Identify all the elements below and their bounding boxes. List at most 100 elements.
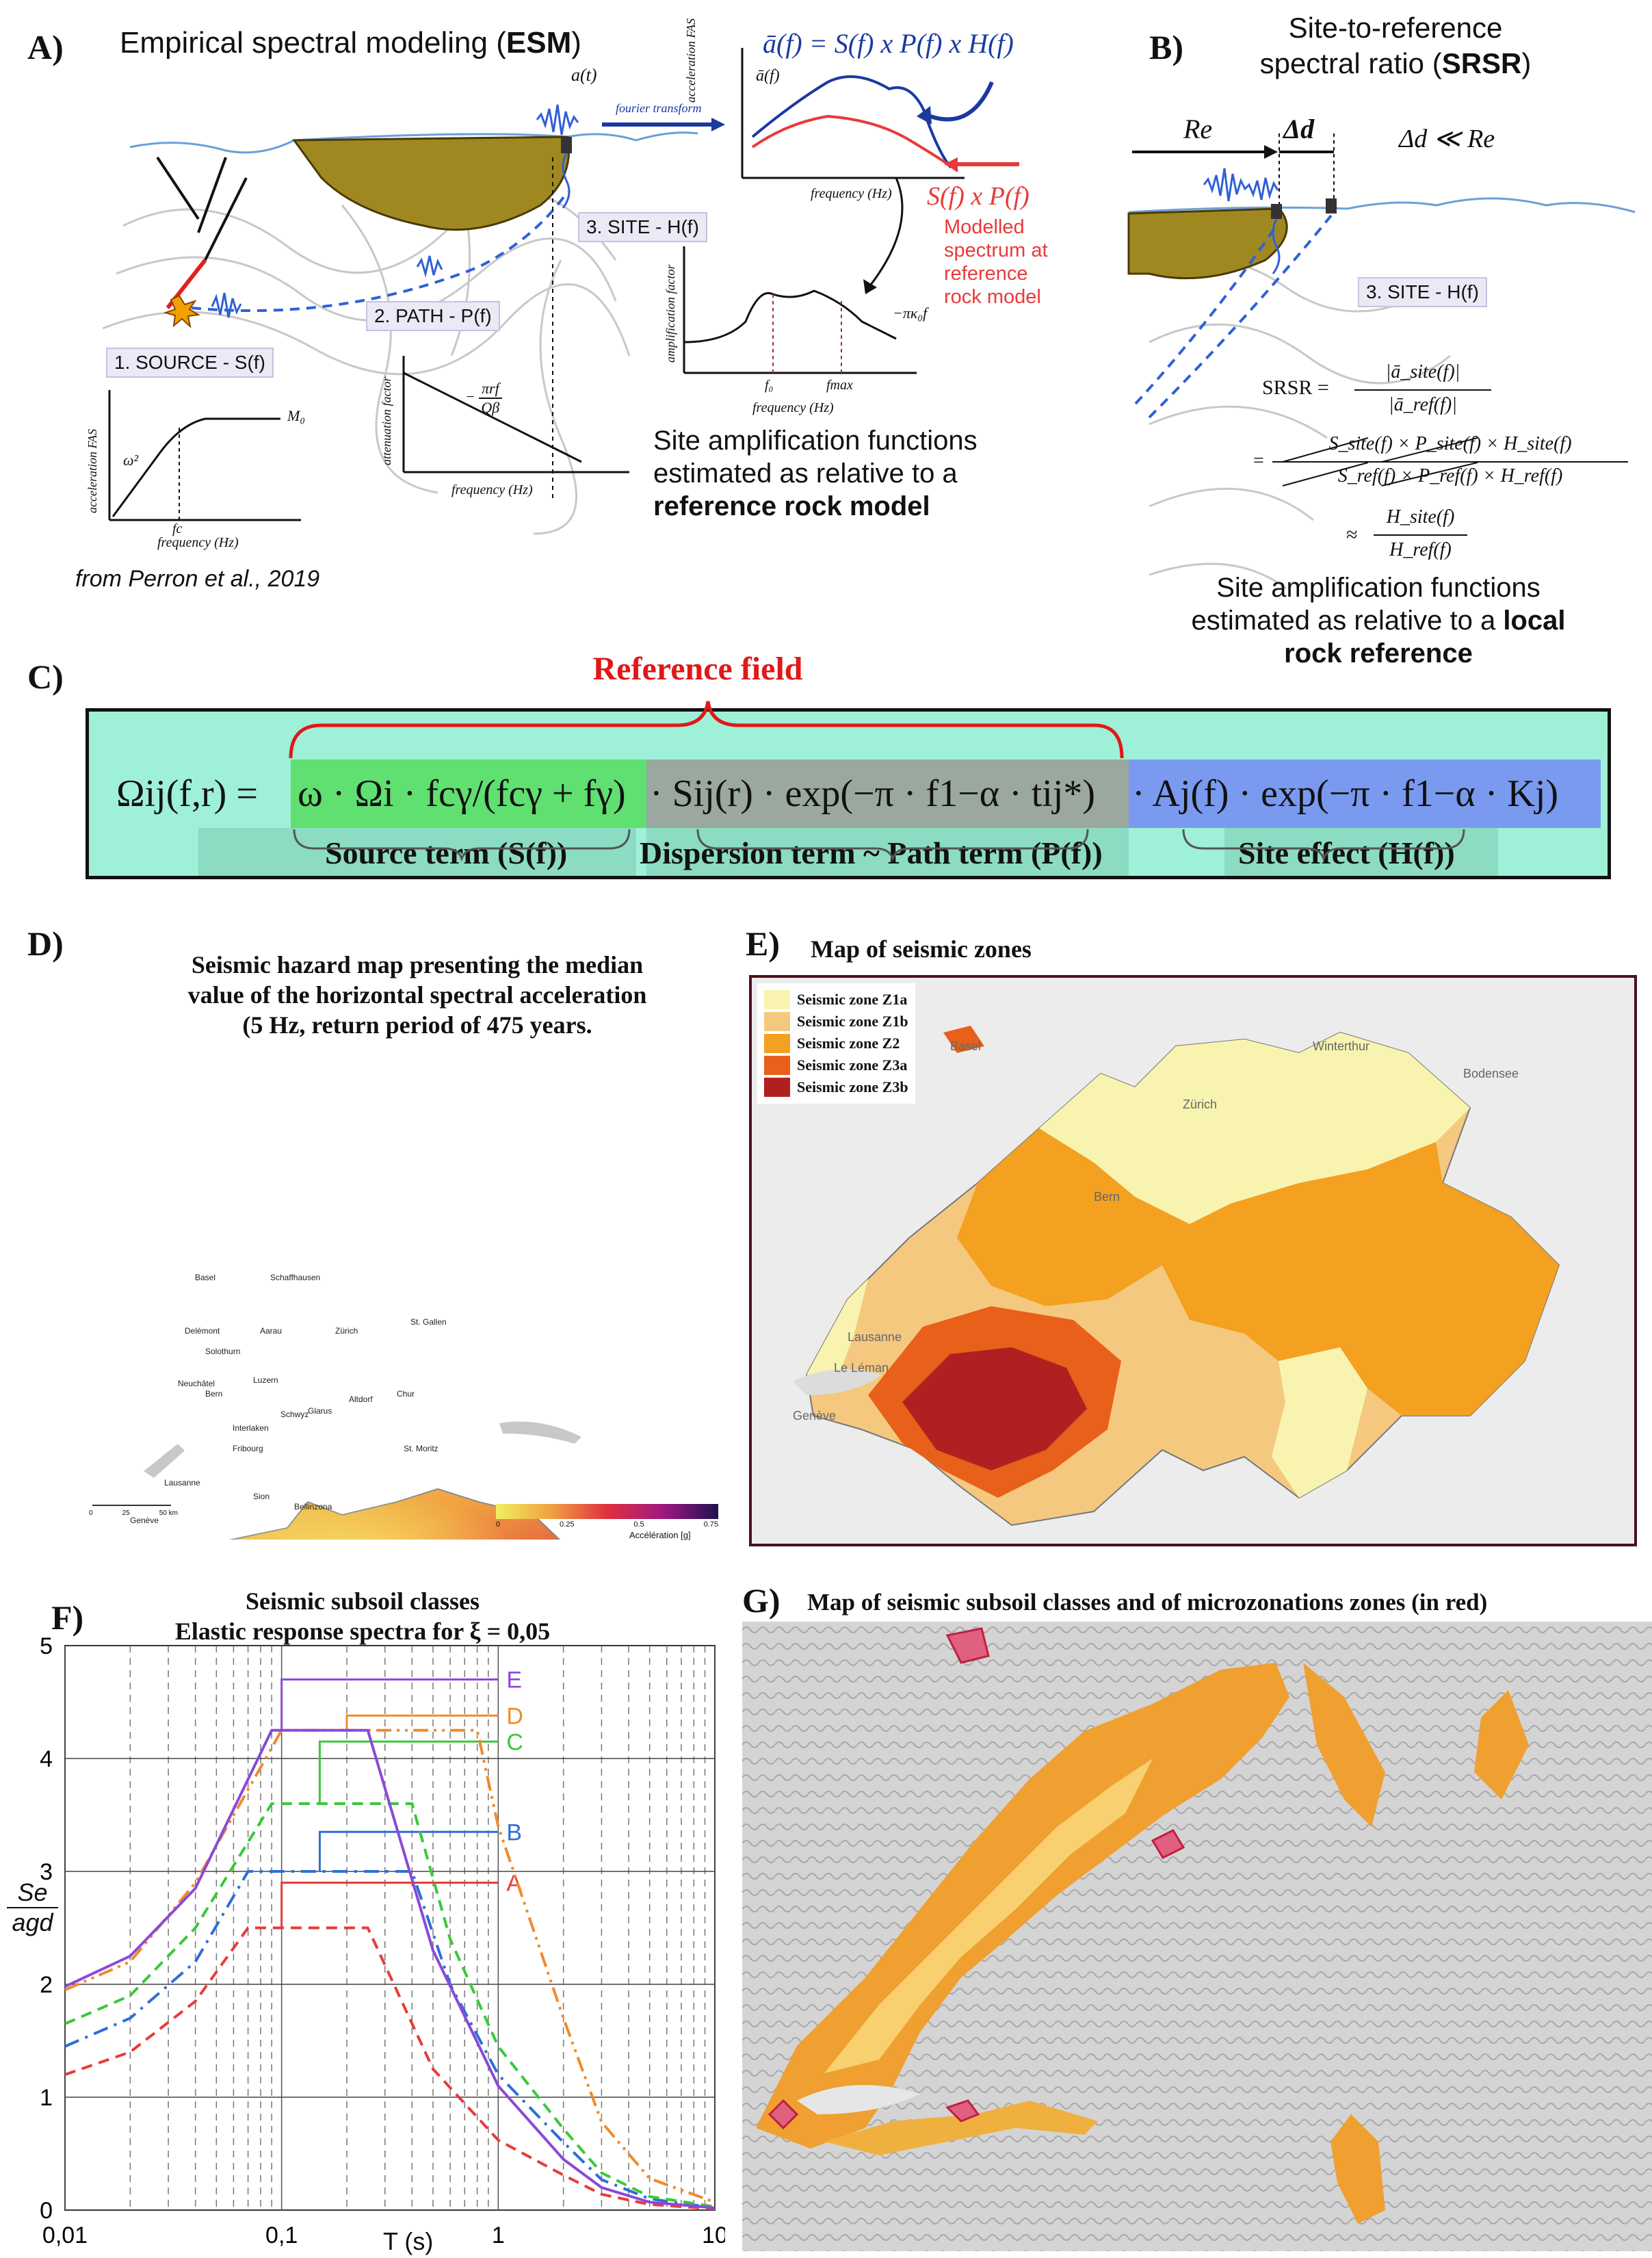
x-tick-label: 0,1	[265, 2222, 298, 2248]
microzone-valais	[945, 2099, 980, 2123]
seismometer-site-icon	[1271, 204, 1282, 219]
source-brace	[293, 829, 631, 862]
wavelet-b	[1203, 168, 1279, 202]
src-ylabel: acceleration FAS	[86, 428, 99, 513]
amp-f0: f₀	[765, 378, 774, 393]
series-label-B: B	[506, 1819, 522, 1845]
series-label-leader-A	[280, 1882, 499, 1928]
subsoil-map	[742, 1622, 1652, 2251]
amp-fmax: fmax	[826, 378, 853, 393]
zone-z3b	[902, 1347, 1087, 1470]
zone-map	[793, 1026, 1560, 1527]
panel-c-letter: C)	[27, 658, 64, 696]
source-term-label: Source term (S(f))	[325, 835, 568, 870]
black-curved-arrow	[867, 177, 904, 288]
scale-tick-0: 0	[89, 1509, 93, 1517]
fault-lines	[156, 156, 248, 261]
series-line-E	[64, 1728, 716, 2209]
panel-d-title-2: value of the horizontal spectral acceler…	[187, 981, 647, 1009]
zone-legend-item: Seismic zone Z3b	[764, 1078, 908, 1097]
hazard-city-label: St. Gallen	[410, 1317, 447, 1327]
hazard-city-label: Chur	[397, 1389, 415, 1399]
srsr-strike-s	[1282, 437, 1369, 463]
red-arrowhead-icon	[944, 157, 958, 171]
ray-path	[191, 190, 569, 312]
path-box: 2. PATH - P(f)	[366, 301, 500, 331]
rhone-valley	[824, 2101, 1098, 2155]
hazard-city-label: St. Moritz	[404, 1444, 438, 1453]
microzone-geneva	[768, 2099, 799, 2130]
panel-b-title-2-pre: spectral ratio (	[1259, 47, 1442, 79]
site-box-b: 3. SITE - H(f)	[1358, 277, 1487, 307]
att-ylabel: attenuation factor	[380, 376, 393, 466]
zone-place-label: Winterthur	[1313, 1039, 1370, 1053]
hazard-city-label: Glarus	[308, 1406, 332, 1416]
path-expr: · Sij(r) · exp(−π · f1−α · tij*)	[650, 773, 1096, 815]
basin-wave	[562, 153, 571, 209]
panel-b-title-2-bold: SRSR	[1441, 47, 1522, 79]
srsr-strike-s-den	[1282, 462, 1369, 486]
zone-place-label: Bodensee	[1463, 1067, 1519, 1080]
panel-f-title-1: Seismic subsoil classes	[245, 1587, 480, 1615]
panel-g: G) Map of seismic subsoil classes and of…	[725, 1553, 1652, 2258]
zone-z2-east	[1162, 1142, 1559, 1416]
panel-b-title-2-post: )	[1521, 47, 1532, 79]
scale-ticks: 0 25 50 km	[89, 1509, 178, 1517]
hazard-city-label: Schaffhausen	[270, 1273, 321, 1282]
hazard-city-label: Neuchâtel	[178, 1379, 215, 1388]
zone-place-label: Bern	[1094, 1190, 1120, 1204]
panel-d-title: Seismic hazard map presenting the median…	[109, 950, 725, 1040]
amp-curve	[683, 289, 897, 343]
reference-field-label: Reference field	[592, 651, 803, 687]
hazard-city-label: Altdorf	[349, 1394, 373, 1404]
hazard-city-label: Basel	[195, 1273, 216, 1282]
panel-a-diagram	[102, 48, 1019, 535]
source-band	[291, 760, 646, 828]
series-label-leader-C	[318, 1740, 499, 1804]
zone-legend: Seismic zone Z1a Seismic zone Z1b Seismic …	[757, 983, 915, 1104]
y-label: Se agd	[7, 1878, 58, 1937]
panel-e-title: Map of seismic zones	[811, 935, 1032, 963]
panel-c: C) Reference field Ωij(f,r) = ω · Ωi · f…	[0, 650, 1652, 917]
panel-a-title-pre: Empirical spectral modeling (	[120, 26, 506, 60]
site-brace	[1182, 829, 1465, 862]
fourier-label: fourier transform	[616, 101, 702, 115]
modelled-line-2: spectrum at	[944, 239, 1048, 261]
hazard-map	[92, 1421, 718, 1540]
cb-tick-3: 0.75	[703, 1520, 718, 1529]
zone-z1a-ticino	[1272, 1347, 1367, 1498]
hazard-city-label: Bern	[205, 1389, 223, 1399]
srsr-eq3-num: H_site(f)	[1386, 506, 1455, 528]
spec-xlabel: frequency (Hz)	[811, 186, 892, 201]
zone-z1a-north	[1039, 1033, 1470, 1224]
sediment-basin	[292, 135, 571, 231]
hazard-plateau-overlay	[232, 1489, 560, 1540]
panel-c-braces	[289, 701, 1465, 862]
zone-place-label: Zürich	[1183, 1098, 1218, 1111]
site-wave-b	[1272, 218, 1281, 274]
series-line-B	[64, 1870, 716, 2209]
x-label: T (s)	[383, 2227, 434, 2255]
site-expr: · Aj(f) · exp(−π · f1−α · Kj)	[1132, 773, 1559, 815]
amp-kappa: −πκ₀f	[893, 304, 928, 322]
panel-e-letter: E)	[746, 924, 780, 963]
zone-legend-label: Seismic zone Z3a	[797, 1056, 908, 1074]
modelled-text: Modelled spectrum at reference rock mode…	[944, 216, 1048, 309]
amp-xlabel: frequency (Hz)	[752, 400, 834, 415]
cb-tick-0: 0	[496, 1520, 501, 1529]
zone-legend-swatch	[764, 1056, 790, 1075]
site-amp-a-bold: reference rock model	[653, 491, 930, 521]
site-term-shade	[1224, 828, 1498, 876]
zone-z2-central	[957, 1128, 1190, 1306]
credit: from Perron et al., 2019	[75, 566, 320, 592]
zone-basel	[943, 1026, 984, 1053]
src-fc: fc	[172, 521, 183, 536]
hazard-city-label: Interlaken	[233, 1423, 269, 1433]
blue-curved-arrow	[930, 81, 994, 122]
response-spectra-chart: 0 1 2 3 4 5 0,01 0,1 1 10 AB CDE	[40, 1633, 725, 2248]
src-xlabel: frequency (Hz)	[157, 535, 239, 550]
srsr-strike-p	[1381, 437, 1478, 463]
panel-g-title: Map of seismic subsoil classes and of mi…	[807, 1589, 1488, 1615]
panel-f-title-2: Elastic response spectra for ξ = 0,05	[174, 1618, 551, 1645]
equation-box: Ωij(f,r) = ω · Ωi · fcγ/(fcγ + fγ) · Sij…	[86, 708, 1611, 879]
